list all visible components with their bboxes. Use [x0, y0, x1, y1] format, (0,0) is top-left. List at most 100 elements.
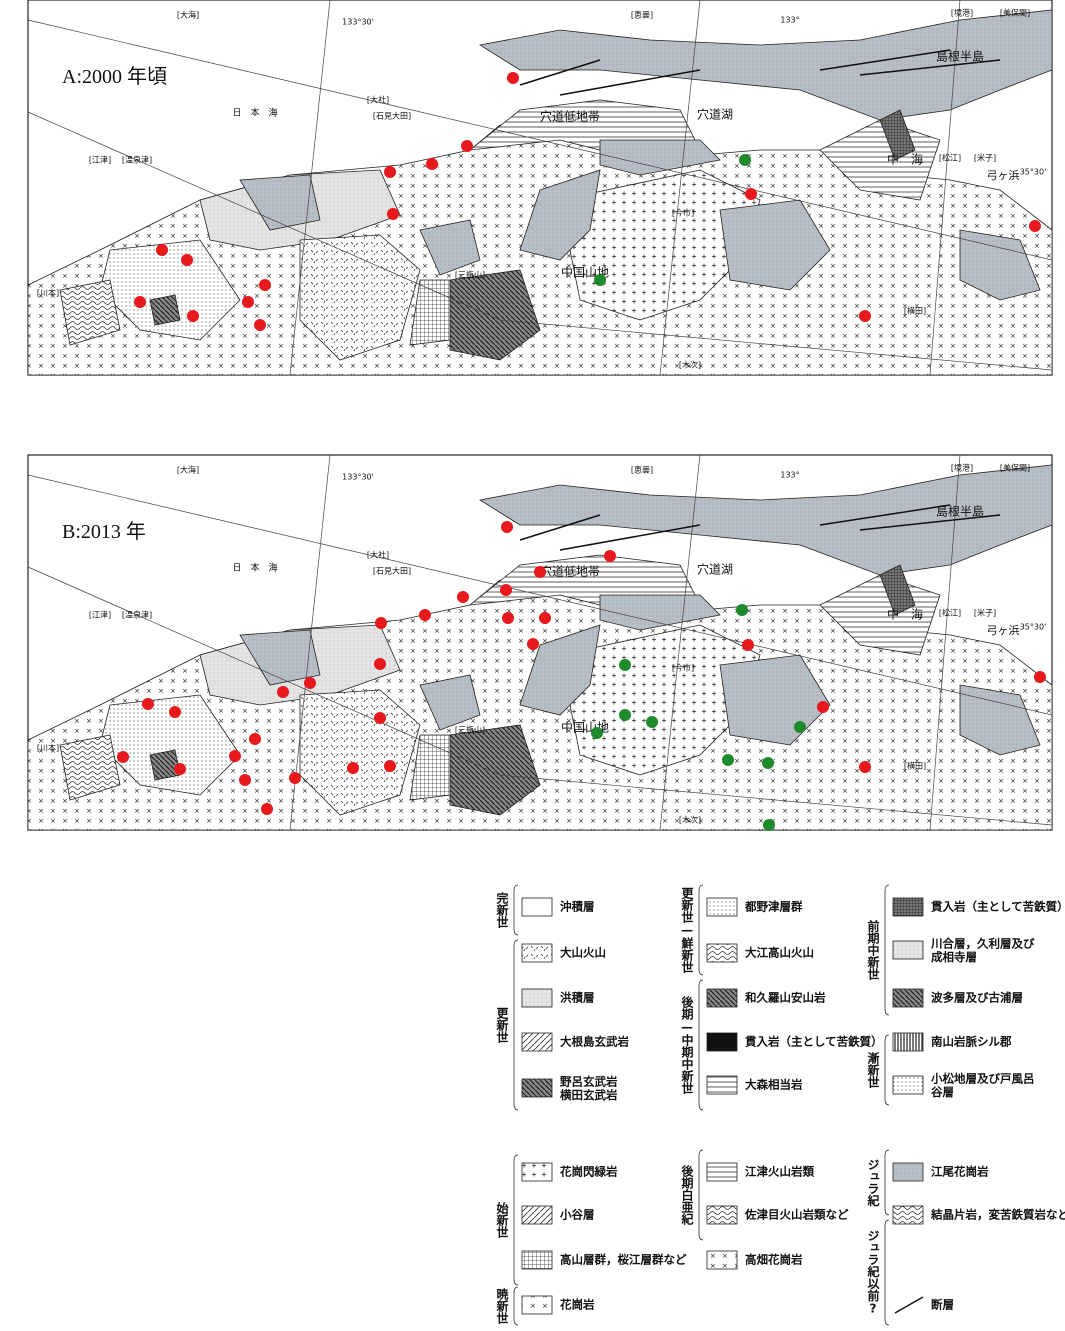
red-site	[859, 761, 871, 773]
place-label: [松江]	[939, 153, 961, 163]
red-site	[384, 166, 396, 178]
legend-item: 貫入岩（主として苦鉄質）	[931, 900, 1065, 914]
place-label: 島根半島	[936, 49, 984, 64]
place-label: [木次]	[679, 815, 701, 825]
place-label: [大海]	[177, 465, 199, 475]
place-label: [美保関]	[1000, 463, 1030, 473]
place-label: [今市]	[672, 208, 694, 218]
place-label: [川本]	[37, 743, 59, 753]
legend-swatch	[707, 989, 737, 1007]
legend-swatch	[522, 944, 552, 962]
legend-swatch	[522, 1296, 552, 1314]
period-bracket	[514, 1287, 518, 1325]
red-site	[289, 772, 301, 784]
legend-swatch	[893, 941, 923, 959]
place-label: [恵曇]	[631, 465, 653, 475]
place-label: [境港]	[951, 8, 973, 18]
legend-item: 大山火山	[560, 946, 606, 960]
place-label: [川本]	[37, 288, 59, 298]
legend-item: 大根島玄武岩	[560, 1035, 629, 1049]
red-site	[375, 617, 387, 629]
legend-swatch	[893, 1076, 923, 1094]
legend-swatch	[893, 898, 923, 916]
period-label: 後期—中期中新世	[680, 995, 694, 1095]
red-site	[134, 296, 146, 308]
place-label: [大社]	[367, 550, 389, 560]
legend-item: 断層	[931, 1298, 954, 1312]
place-label: [三瓶山]	[455, 725, 485, 735]
legend-swatch	[707, 1163, 737, 1181]
period-label: 完新世	[495, 891, 509, 929]
red-site	[259, 279, 271, 291]
place-label: 穴道低地帯	[540, 110, 600, 124]
red-site	[387, 208, 399, 220]
place-label: [大海]	[177, 10, 199, 20]
green-site	[736, 604, 748, 616]
place-label: 133°30'	[342, 18, 374, 27]
place-label: [江津]	[89, 155, 111, 165]
legend-swatch	[707, 898, 737, 916]
period-label: 始新世	[495, 1201, 509, 1239]
legend-swatch	[522, 1033, 552, 1051]
place-label: [横田]	[904, 306, 926, 316]
red-site	[169, 706, 181, 718]
place-label: 弓ヶ浜	[987, 169, 1020, 182]
fault-symbol	[895, 1297, 923, 1313]
green-site	[619, 659, 631, 671]
place-label: [温泉津]	[122, 155, 152, 165]
red-site	[817, 701, 829, 713]
red-site	[745, 188, 757, 200]
place-label: 日 本 海	[232, 562, 277, 574]
legend-swatch	[893, 1033, 923, 1051]
map-panel: A:2000 年頃日 本 海穴道低地帯穴道湖島根半島中 海中国山地弓ヶ浜[大海]…	[28, 0, 1052, 375]
place-label: [恵曇]	[631, 10, 653, 20]
red-site	[229, 750, 241, 762]
period-label: 更新世—鮮新世	[680, 887, 694, 974]
period-bracket	[699, 980, 703, 1110]
legend-swatch	[707, 944, 737, 962]
figure: × A:2000 年頃日 本 海穴道低地帯穴道湖島根半島中 海中国山地弓ヶ浜[大…	[0, 0, 1065, 1327]
place-label: 穴道低地帯	[540, 565, 600, 579]
legend-item: 波多層及び古浦層	[931, 991, 1023, 1005]
legend-swatch	[893, 1206, 923, 1224]
place-label: [今市]	[672, 663, 694, 673]
legend-item: 花崗閃緑岩	[559, 1165, 618, 1179]
period-label: 暁新世	[495, 1287, 509, 1325]
red-site	[261, 803, 273, 815]
geologic-unit	[150, 295, 180, 325]
place-label: 穴道湖	[697, 562, 733, 577]
legend-item: 南山岩脈シル郡	[931, 1035, 1012, 1049]
place-label: [石見大田]	[373, 566, 411, 576]
legend-item: 高畑花崗岩	[745, 1253, 803, 1267]
legend-item: 大江高山火山	[745, 946, 814, 960]
legend-swatch	[522, 1206, 552, 1224]
green-site	[722, 754, 734, 766]
red-site	[1034, 671, 1046, 683]
period-bracket	[699, 885, 703, 975]
place-label: [横田]	[904, 761, 926, 771]
geologic-unit	[150, 750, 180, 780]
place-label: [石見大田]	[373, 111, 411, 121]
red-site	[374, 658, 386, 670]
green-site	[594, 274, 606, 286]
red-site	[539, 612, 551, 624]
legend-item: 貫入岩（主として苦鉄質）	[745, 1035, 883, 1049]
legend-item: 洪積層	[560, 991, 595, 1005]
red-site	[142, 698, 154, 710]
red-site	[117, 751, 129, 763]
legend-item: 高山層群，桜江層群など	[560, 1253, 687, 1267]
legend-item: 江津火山岩類	[745, 1165, 814, 1179]
red-site	[501, 521, 513, 533]
legend-swatch	[707, 1033, 737, 1051]
period-bracket	[514, 1155, 518, 1285]
red-site	[374, 712, 386, 724]
period-bracket	[885, 1220, 889, 1325]
red-site	[507, 72, 519, 84]
place-label: 島根半島	[936, 504, 984, 519]
green-site	[739, 154, 751, 166]
red-site	[277, 686, 289, 698]
legend-item: 沖積層	[560, 900, 595, 914]
legend-item: 小松地層及び戸風呂谷層	[930, 1071, 1035, 1098]
red-site	[254, 319, 266, 331]
red-site	[187, 310, 199, 322]
